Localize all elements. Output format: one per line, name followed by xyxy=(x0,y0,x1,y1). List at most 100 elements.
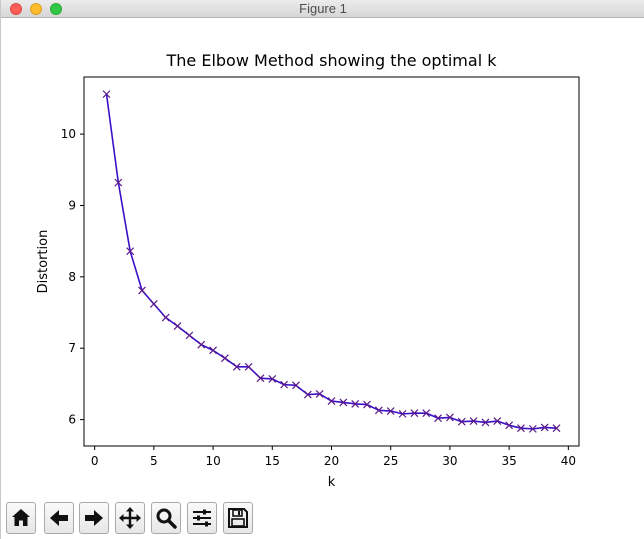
marker-stroke xyxy=(244,362,253,371)
marker-stroke xyxy=(292,381,300,390)
data-point-marker xyxy=(244,362,253,371)
x-tick-label: 10 xyxy=(205,454,220,468)
floppy-disk-icon xyxy=(228,508,248,528)
data-point-marker xyxy=(410,409,419,418)
arrow-right-icon xyxy=(85,510,103,526)
x-tick-label: 5 xyxy=(150,454,158,468)
marker-stroke xyxy=(197,340,206,349)
data-point-marker xyxy=(517,424,525,433)
elbow-line-chart: The Elbow Method showing the optimal k 0… xyxy=(1,18,644,498)
y-tick-label: 6 xyxy=(68,413,76,427)
marker-stroke xyxy=(315,389,324,398)
data-point-marker xyxy=(528,424,537,433)
magnifier-icon xyxy=(156,508,177,529)
marker-stroke xyxy=(493,417,502,425)
marker-stroke xyxy=(209,346,218,355)
marker-stroke xyxy=(220,354,229,363)
y-tick-label: 9 xyxy=(68,198,76,212)
data-point-marker xyxy=(114,178,123,187)
data-point-marker xyxy=(434,414,443,423)
marker-stroke xyxy=(363,400,371,409)
zoom-button[interactable] xyxy=(151,502,181,534)
data-point-marker xyxy=(422,409,431,418)
x-tick-label: 0 xyxy=(91,454,99,468)
data-point-marker xyxy=(469,417,478,425)
marker-stroke xyxy=(339,398,348,407)
x-tick-label: 35 xyxy=(501,454,516,468)
x-tick-label: 30 xyxy=(442,454,457,468)
x-tick-label: 15 xyxy=(265,454,280,468)
marker-stroke xyxy=(517,424,525,433)
save-button[interactable] xyxy=(223,502,253,534)
marker-stroke xyxy=(102,90,111,99)
pan-button[interactable] xyxy=(115,502,145,534)
data-point-marker xyxy=(197,340,206,349)
marker-stroke xyxy=(351,399,360,408)
marker-stroke xyxy=(268,374,277,383)
arrow-left-icon xyxy=(50,510,68,526)
marker-stroke xyxy=(469,417,478,425)
forward-button[interactable] xyxy=(79,502,109,534)
data-point-marker xyxy=(327,397,336,405)
data-point-marker xyxy=(505,421,514,430)
marker-stroke xyxy=(540,423,549,432)
marker-stroke xyxy=(552,424,561,433)
data-point-marker xyxy=(457,417,466,426)
data-point-marker xyxy=(102,90,111,99)
marker-stroke xyxy=(422,409,431,418)
marker-stroke xyxy=(303,390,312,399)
window-title: Figure 1 xyxy=(299,1,347,16)
figure-background xyxy=(1,18,644,498)
data-point-marker xyxy=(339,398,348,407)
title-bar[interactable]: Figure 1 xyxy=(1,0,644,18)
marker-stroke xyxy=(505,421,514,430)
data-point-marker xyxy=(185,331,194,340)
data-point-marker xyxy=(126,247,135,256)
marker-stroke xyxy=(185,331,194,340)
data-point-marker xyxy=(374,406,383,415)
marker-stroke xyxy=(445,413,454,422)
data-point-marker xyxy=(303,390,312,399)
zoom-window-button[interactable] xyxy=(50,3,62,15)
data-point-marker xyxy=(398,409,407,418)
marker-stroke xyxy=(410,409,419,418)
marker-stroke xyxy=(481,418,490,427)
minimize-window-button[interactable] xyxy=(30,3,42,15)
chart-title: The Elbow Method showing the optimal k xyxy=(166,51,498,70)
data-point-marker xyxy=(149,300,158,308)
data-point-marker xyxy=(232,362,241,371)
data-point-marker xyxy=(268,374,277,383)
move-icon xyxy=(119,507,141,529)
y-tick-label: 8 xyxy=(68,270,76,284)
data-point-marker xyxy=(280,380,289,389)
marker-stroke xyxy=(114,178,123,187)
configure-subplots-button[interactable] xyxy=(187,502,217,534)
data-point-marker xyxy=(386,407,395,415)
data-point-marker xyxy=(363,400,371,409)
back-button[interactable] xyxy=(44,502,74,534)
marker-stroke xyxy=(256,374,265,383)
home-button[interactable] xyxy=(6,502,36,534)
x-tick-label: 20 xyxy=(324,454,339,468)
marker-stroke xyxy=(173,322,182,331)
data-point-marker xyxy=(315,389,324,398)
data-point-marker xyxy=(540,423,549,432)
data-point-marker xyxy=(138,286,146,295)
y-tick-label: 10 xyxy=(61,127,76,141)
data-point-marker xyxy=(493,417,502,425)
data-point-marker xyxy=(256,374,265,383)
x-tick-label: 40 xyxy=(561,454,576,468)
data-point-marker xyxy=(445,413,454,422)
data-point-marker xyxy=(209,346,218,355)
marker-stroke xyxy=(161,313,170,322)
navigation-toolbar xyxy=(1,498,644,539)
y-tick-label: 7 xyxy=(68,341,76,355)
data-point-marker xyxy=(351,399,360,408)
marker-stroke xyxy=(232,362,241,371)
marker-stroke xyxy=(528,424,537,433)
figure-canvas[interactable]: The Elbow Method showing the optimal k 0… xyxy=(1,18,644,498)
y-axis-label: Distortion xyxy=(36,230,51,294)
marker-stroke xyxy=(398,409,407,418)
close-window-button[interactable] xyxy=(10,3,22,15)
